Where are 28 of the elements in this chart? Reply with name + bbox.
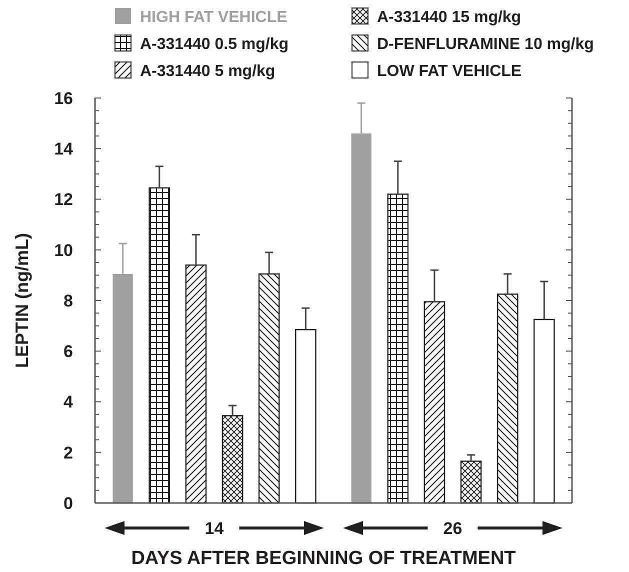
bar	[496, 294, 518, 504]
y-tick-label: 4	[64, 392, 74, 412]
x-axis-title: DAYS AFTER BEGINNING OF TREATMENT	[131, 548, 516, 569]
bar	[258, 273, 280, 504]
legend-label: A-331440 0.5 mg/kg	[140, 36, 289, 53]
legend-label: LOW FAT VEHICLE	[377, 63, 522, 80]
legend-label: A-331440 5 mg/kg	[140, 63, 276, 80]
y-tick-label: 2	[64, 443, 73, 462]
bar	[148, 187, 170, 504]
bar	[534, 318, 555, 504]
legend-label: HIGH FAT VEHICLE	[140, 9, 288, 26]
bar	[185, 264, 207, 504]
bar	[387, 194, 409, 504]
y-tick-label: 10	[54, 240, 73, 260]
legend-label: D-FENFLURAMINE 10 mg/kg	[377, 36, 594, 53]
y-tick-label: 16	[54, 88, 73, 108]
y-tick-label: 8	[64, 291, 73, 310]
bar	[295, 329, 316, 504]
y-tick-label: 0	[64, 494, 73, 513]
bar	[460, 460, 482, 504]
y-tick-label: 6	[64, 342, 73, 362]
y-tick-label: 12	[54, 190, 73, 210]
legend-label: A-331440 15 mg/kg	[377, 9, 522, 26]
y-tick-label: 14	[54, 140, 74, 159]
x-tick-label: 26	[443, 518, 462, 538]
bar	[424, 301, 446, 504]
y-axis-title: LEPTIN (ng/mL)	[12, 233, 32, 368]
bar	[222, 415, 244, 504]
